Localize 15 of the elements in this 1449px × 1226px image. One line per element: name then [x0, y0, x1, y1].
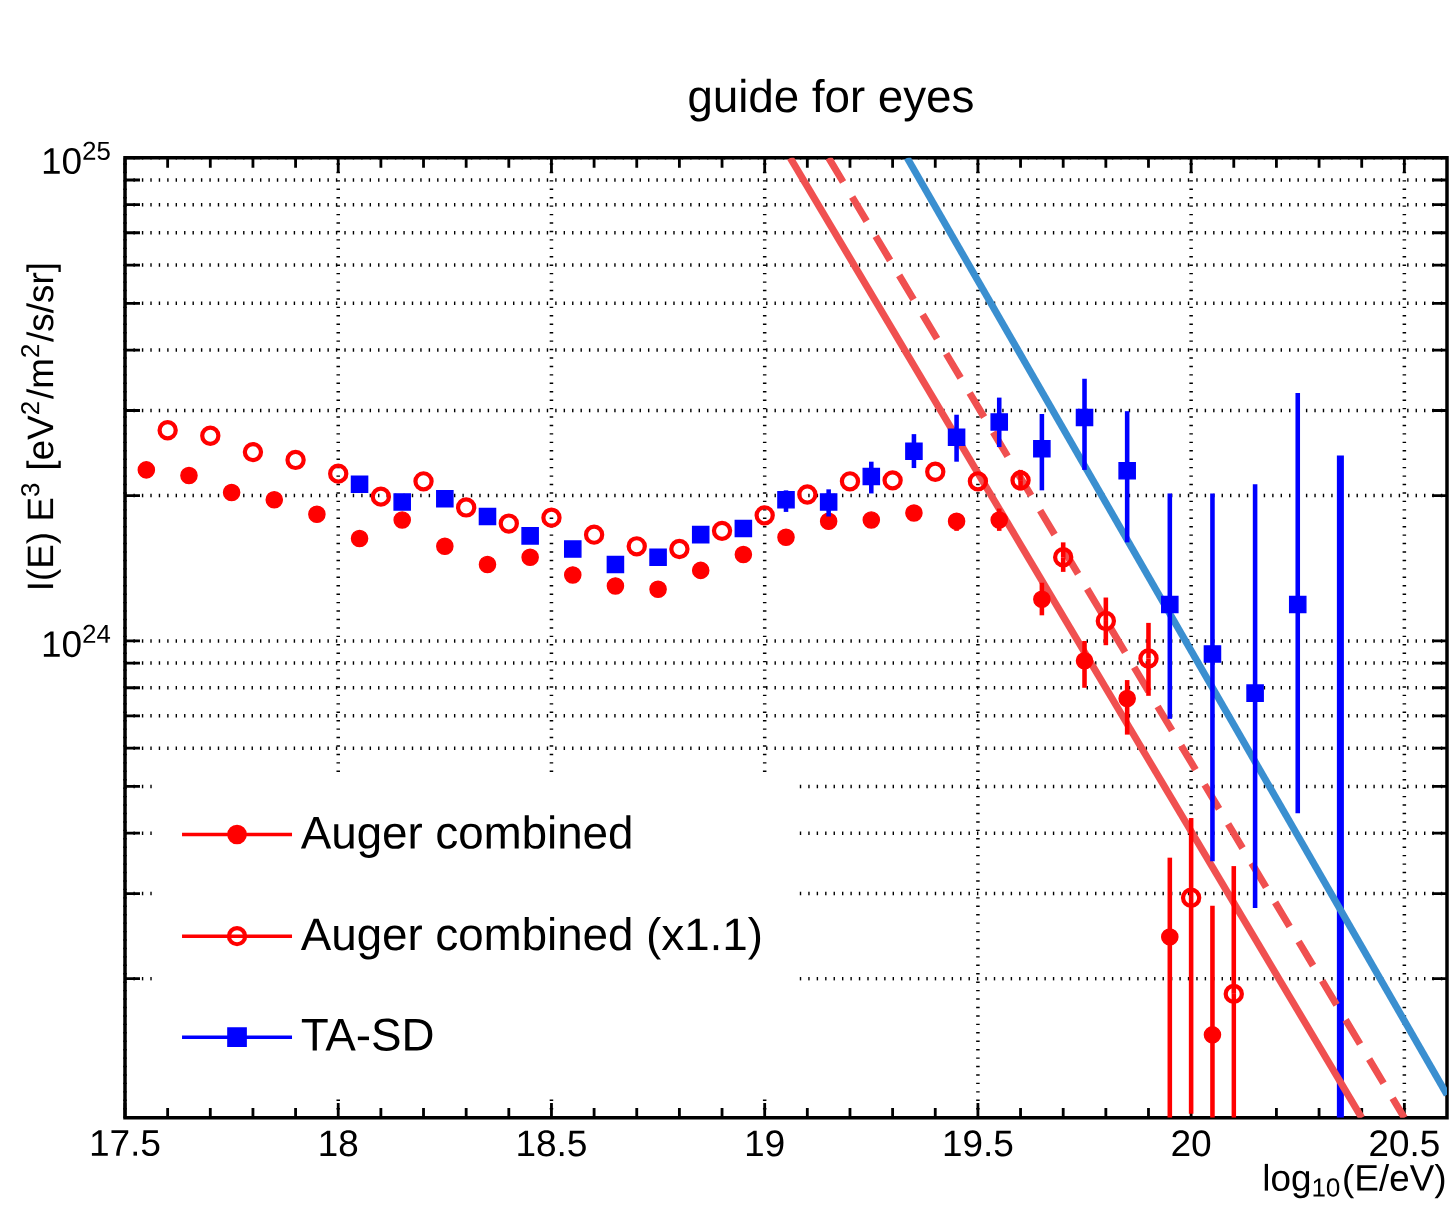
legend-label: Auger combined (x1.1) — [300, 916, 761, 960]
y-axis-title: I(E) E$^{3}$ [eV$^{2}$/m$^{2}$/s/sr] — [21, 264, 61, 588]
y-tick-label: 10$^{25}$ — [43, 141, 110, 175]
x-tick-label: 20 — [1172, 1130, 1211, 1157]
x-tick-label: 17.5 — [91, 1130, 160, 1157]
x-tick-label: 19 — [746, 1130, 784, 1157]
y-tick-label: 10$^{24}$ — [43, 624, 111, 658]
x-axis-title: log$_{10}$(E/eV) — [1264, 1163, 1445, 1199]
legend-label: Auger combined — [300, 815, 631, 858]
x-tick-label: 18 — [320, 1130, 358, 1157]
x-tick-label: 20.5 — [1370, 1130, 1439, 1157]
legend-label: TA-SD — [301, 1018, 433, 1051]
text: guide for eyes — [689, 78, 973, 122]
x-tick-label: 18.5 — [518, 1130, 586, 1157]
x-tick-label: 19.5 — [944, 1130, 1013, 1157]
